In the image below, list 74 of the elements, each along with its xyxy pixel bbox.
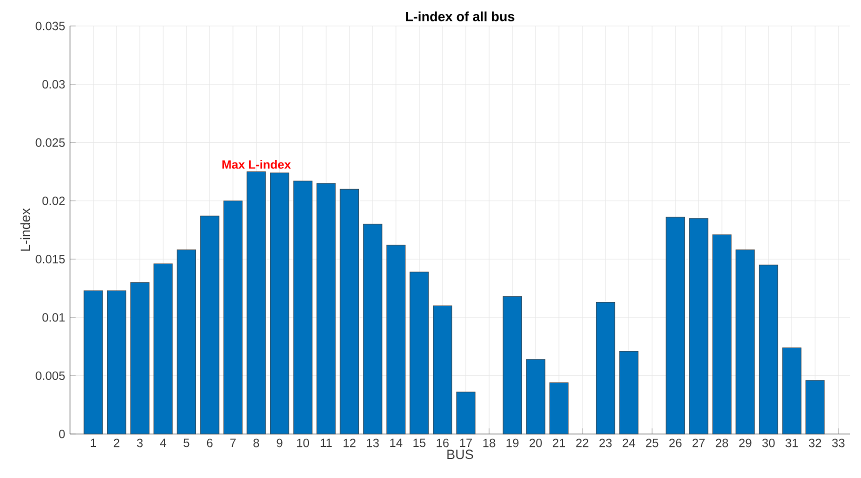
x-tick-label: 23 bbox=[599, 438, 612, 448]
bar bbox=[805, 380, 825, 434]
x-tick-label: 3 bbox=[136, 438, 143, 448]
x-tick-label: 22 bbox=[576, 438, 588, 448]
bar bbox=[246, 171, 266, 434]
chart-title: L-index of all bus bbox=[406, 11, 514, 22]
bar bbox=[176, 250, 196, 434]
x-tick-label: 4 bbox=[160, 438, 166, 447]
x-tick-label: 1 bbox=[90, 438, 96, 447]
bar bbox=[432, 305, 452, 434]
bar bbox=[619, 350, 638, 434]
x-tick-label: 26 bbox=[669, 438, 682, 448]
x-axis-title: BUS bbox=[447, 450, 474, 460]
bar bbox=[200, 216, 220, 434]
bar bbox=[549, 382, 569, 434]
bar bbox=[410, 272, 429, 434]
x-tick-label: 8 bbox=[253, 438, 260, 448]
bar bbox=[130, 282, 150, 434]
x-tick-label: 25 bbox=[646, 438, 658, 448]
x-tick-label: 32 bbox=[808, 438, 822, 448]
x-tick-label: 10 bbox=[297, 438, 310, 448]
x-tick-label: 12 bbox=[344, 438, 356, 448]
x-tick-label: 9 bbox=[276, 438, 282, 448]
x-tick-label: 19 bbox=[506, 438, 518, 448]
annotation: Max L-index bbox=[222, 160, 291, 169]
bar bbox=[293, 180, 312, 434]
bar bbox=[456, 392, 476, 434]
bar bbox=[340, 188, 359, 434]
y-tick-label: 0.02 bbox=[42, 196, 65, 206]
x-tick-label: 15 bbox=[414, 438, 426, 448]
bar bbox=[758, 264, 778, 434]
x-tick-label: 2 bbox=[114, 438, 120, 448]
x-tick-label: 13 bbox=[366, 438, 379, 448]
bar bbox=[782, 347, 802, 434]
y-tick-label: 0 bbox=[59, 430, 65, 438]
x-tick-label: 20 bbox=[530, 438, 542, 448]
y-tick-label: 0.035 bbox=[36, 22, 65, 30]
x-tick-label: 33 bbox=[832, 438, 844, 448]
bar bbox=[270, 172, 290, 434]
bar bbox=[316, 183, 336, 434]
x-tick-label: 16 bbox=[436, 438, 449, 448]
x-tick-label: 18 bbox=[483, 438, 496, 448]
bar bbox=[736, 250, 755, 434]
x-tick-label: 30 bbox=[762, 438, 775, 448]
bar bbox=[502, 296, 522, 434]
x-tick-label: 6 bbox=[206, 438, 213, 448]
bar bbox=[106, 290, 126, 434]
x-tick-label: 29 bbox=[739, 438, 752, 448]
bar bbox=[386, 244, 406, 434]
bar bbox=[363, 224, 382, 434]
y-tick-label: 0.03 bbox=[42, 80, 65, 89]
x-tick-label: 17 bbox=[460, 438, 472, 447]
x-tick-label: 21 bbox=[552, 438, 566, 448]
bar bbox=[596, 302, 616, 434]
y-tick-label: 0.005 bbox=[36, 371, 65, 380]
y-tick-label: 0.01 bbox=[42, 313, 65, 322]
bar bbox=[154, 264, 173, 434]
y-tick-label: 0.025 bbox=[36, 138, 65, 147]
x-tick-label: 11 bbox=[320, 438, 332, 447]
x-tick-label: 5 bbox=[184, 438, 190, 448]
x-tick-label: 7 bbox=[230, 438, 236, 447]
x-tick-label: 14 bbox=[390, 438, 402, 447]
bar bbox=[689, 218, 708, 434]
y-axis-title: L-index bbox=[20, 208, 30, 251]
x-tick-label: 27 bbox=[692, 438, 705, 448]
bar bbox=[666, 216, 685, 434]
y-tick-label: 0.015 bbox=[36, 254, 65, 264]
bar bbox=[84, 290, 103, 434]
x-tick-label: 28 bbox=[716, 438, 728, 448]
bar bbox=[526, 359, 546, 434]
x-tick-label: 31 bbox=[786, 438, 798, 448]
bar bbox=[223, 200, 243, 434]
bar bbox=[712, 234, 732, 434]
x-tick-label: 24 bbox=[622, 438, 636, 448]
